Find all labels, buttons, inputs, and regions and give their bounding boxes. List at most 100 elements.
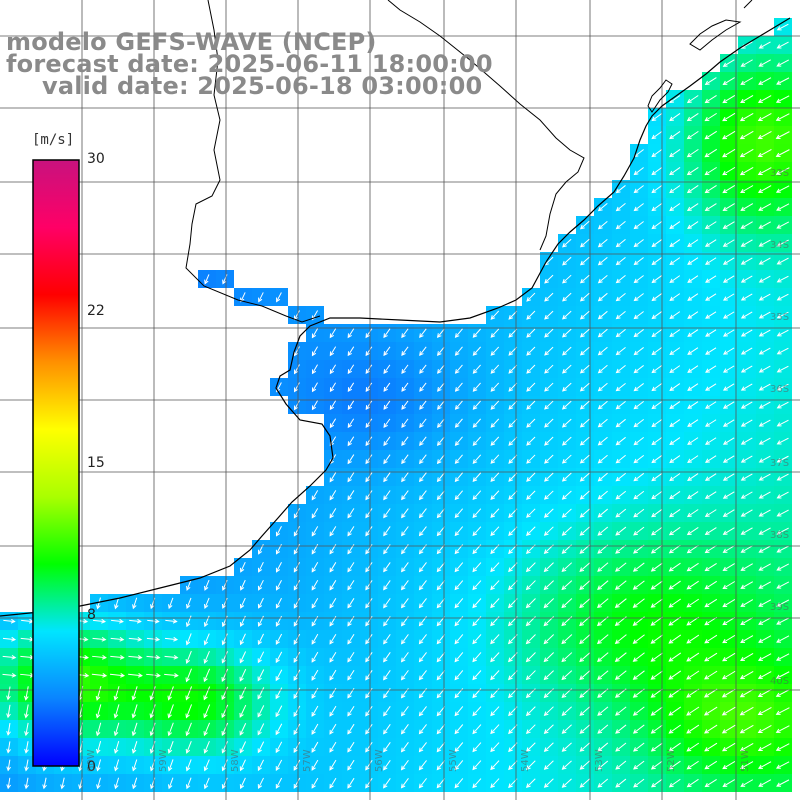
wind-arrow — [490, 778, 500, 789]
wind-arrow — [686, 491, 699, 500]
wind-arrow — [776, 599, 790, 607]
wind-arrow — [633, 472, 645, 482]
wind-arrow — [131, 741, 138, 754]
wind-arrow — [776, 401, 789, 409]
wind-arrow — [203, 722, 211, 737]
wind-arrow — [436, 670, 446, 681]
wind-arrow — [669, 293, 681, 301]
wind-arrow — [632, 634, 645, 644]
wind-arrow — [543, 706, 554, 717]
wind-arrow — [275, 777, 283, 789]
wind-arrow — [686, 580, 699, 590]
wind-arrow — [293, 741, 301, 753]
wind-arrow — [329, 418, 337, 429]
wind-arrow — [721, 724, 736, 734]
wind-arrow — [436, 454, 445, 465]
wind-arrow — [24, 777, 29, 790]
model-title: modelo GEFS-WAVE (NCEP) — [6, 28, 377, 56]
wind-arrow — [526, 508, 536, 518]
wind-arrow — [400, 742, 409, 753]
wind-arrow — [740, 617, 754, 625]
wind-arrow — [758, 203, 772, 211]
wind-arrow — [758, 365, 771, 373]
wind-arrow — [722, 634, 736, 644]
wind-arrow — [132, 597, 138, 610]
wind-arrow — [525, 598, 536, 609]
coastal-lagoon-lines — [647, 0, 753, 113]
wind-arrow — [508, 346, 518, 356]
wind-arrow — [614, 670, 627, 680]
wind-arrow — [490, 724, 500, 735]
wind-arrow — [722, 347, 735, 355]
wind-arrow — [543, 652, 555, 663]
lat-label: 38S — [770, 530, 790, 541]
wind-arrow — [490, 490, 500, 500]
wind-arrow — [436, 580, 446, 591]
wind-arrow — [365, 759, 373, 771]
wind-arrow — [490, 382, 500, 392]
wind-arrow — [132, 777, 138, 790]
wind-arrow — [543, 634, 555, 645]
wind-arrow — [597, 436, 608, 446]
wind-arrow — [436, 634, 446, 645]
wind-arrow — [329, 382, 337, 393]
wind-arrow — [347, 562, 355, 573]
wind-arrow — [113, 722, 120, 737]
wind-arrow — [472, 418, 482, 428]
wind-arrow — [614, 652, 627, 662]
wind-arrow — [383, 742, 391, 753]
wind-arrow — [114, 597, 120, 610]
wind-arrow — [3, 618, 16, 624]
wind-arrow — [96, 597, 101, 610]
wind-arrow — [579, 670, 591, 681]
wind-arrow — [544, 472, 554, 482]
wind-arrow — [615, 526, 627, 536]
wind-arrow — [365, 400, 373, 410]
wind-arrow — [722, 599, 736, 608]
wind-arrow — [347, 705, 355, 717]
wind-arrow — [669, 311, 681, 319]
wind-arrow — [687, 455, 699, 463]
wind-arrow — [472, 724, 482, 735]
wind-arrow — [757, 113, 772, 122]
wind-arrow — [419, 454, 427, 465]
wind-arrow — [722, 473, 735, 481]
wind-arrow — [615, 778, 627, 788]
wind-arrow — [632, 670, 645, 680]
wind-arrow — [632, 580, 645, 590]
wind-arrow — [615, 724, 627, 734]
wind-arrow — [722, 545, 735, 553]
wind-arrow — [472, 706, 482, 717]
wind-arrow — [525, 652, 536, 663]
wind-arrow — [776, 455, 789, 463]
wind-arrow — [561, 580, 573, 591]
wind-arrow — [544, 400, 554, 410]
wind-arrow — [203, 633, 210, 646]
wind-arrow — [632, 562, 645, 572]
wind-arrow — [490, 310, 500, 320]
wind-arrow — [722, 581, 736, 590]
wind-arrow — [257, 723, 265, 736]
wind-arrow — [543, 760, 554, 770]
wind-arrow — [740, 275, 753, 283]
lon-label: 56W — [374, 749, 385, 772]
wind-arrow — [704, 580, 717, 590]
wind-arrow — [543, 526, 554, 536]
wind-arrow — [561, 778, 572, 788]
wind-arrow — [579, 292, 590, 302]
wind-arrow — [383, 400, 391, 410]
wind-arrow — [597, 382, 608, 392]
wind-arrow — [758, 419, 771, 427]
wind-arrow — [401, 598, 409, 609]
wind-arrow — [365, 741, 373, 753]
wind-arrow — [775, 725, 790, 733]
wind-arrow — [544, 436, 554, 446]
wind-arrow — [758, 527, 771, 535]
lon-label: 54W — [520, 749, 531, 772]
wind-arrow — [365, 454, 373, 465]
wind-arrow — [419, 418, 427, 428]
wind-arrow — [686, 203, 699, 212]
wind-arrow — [740, 257, 753, 265]
wind-arrow — [92, 618, 107, 624]
